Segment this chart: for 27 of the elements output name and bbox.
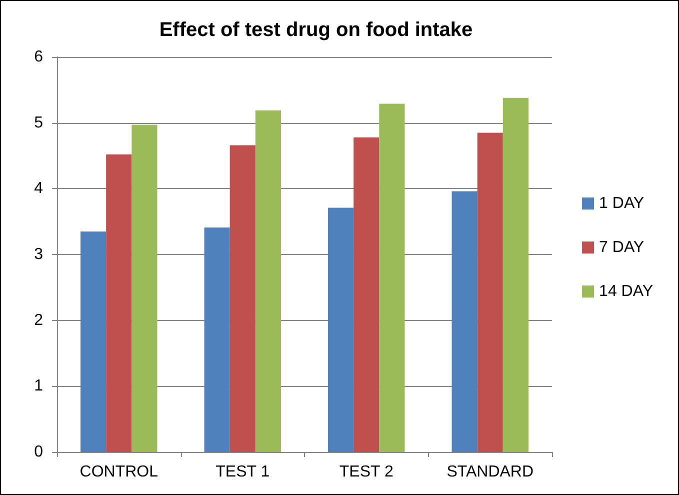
bar [255,110,281,452]
x-tick-label: TEST 1 [216,464,270,480]
bar [452,191,478,452]
bar [477,132,503,452]
bar [80,231,106,452]
y-tick-label: 4 [34,180,44,198]
x-tick-label: CONTROL [80,464,158,480]
y-tick-label: 1 [34,378,44,395]
bar [106,154,132,452]
legend-label: 1 DAY [599,195,644,212]
bar [204,228,230,452]
bar [132,124,158,452]
y-tick-label: 2 [34,312,44,329]
legend-label: 14 DAY [599,283,654,300]
x-tick-label: TEST 2 [339,464,394,480]
bar [502,98,528,452]
y-tick-label: 5 [34,114,44,132]
x-tick-label: STANDARD [446,464,534,480]
legend-label: 7 DAY [599,239,644,256]
bar [379,104,405,452]
bar [230,145,256,452]
chart-title: Effect of test drug on food intake [159,19,473,41]
y-tick-label: 0 [34,444,44,460]
y-tick-label: 3 [34,246,44,263]
y-tick-label: 6 [34,48,44,66]
bar [354,137,380,452]
bar [328,208,354,452]
